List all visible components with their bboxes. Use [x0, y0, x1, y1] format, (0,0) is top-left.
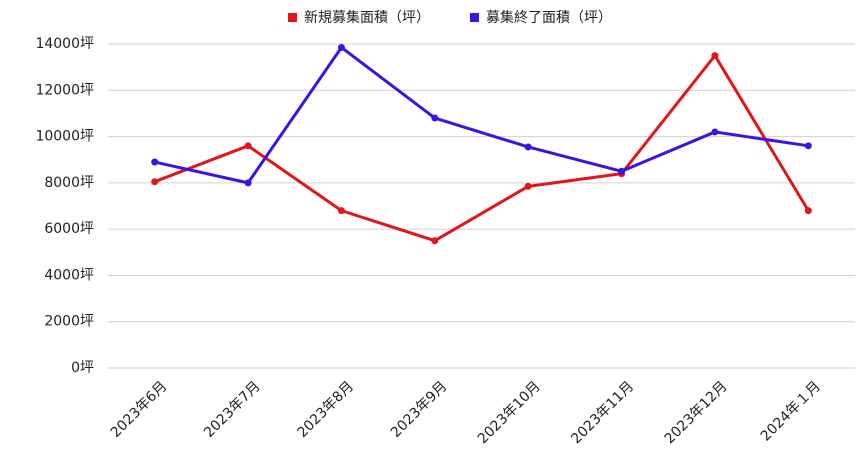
- point: [804, 207, 812, 215]
- y-tick-label: 2000坪: [44, 314, 94, 330]
- legend-swatch: [470, 13, 479, 22]
- x-tick-label: 2023年12月: [662, 378, 731, 447]
- y-tick-label: 10000坪: [35, 129, 94, 145]
- point: [711, 52, 719, 60]
- point: [151, 158, 159, 166]
- point: [337, 207, 345, 215]
- point: [804, 142, 812, 150]
- x-tick-label: 2023年9月: [388, 378, 451, 441]
- y-tick-label: 8000坪: [44, 175, 94, 191]
- y-tick-label: 6000坪: [44, 221, 94, 237]
- point: [337, 43, 345, 51]
- x-tick-label: 2023年10月: [475, 378, 544, 447]
- x-tick-label: 2023年11月: [568, 378, 637, 447]
- series-line: [154, 45, 809, 185]
- point: [431, 237, 439, 245]
- point: [431, 114, 439, 122]
- legend-label: 募集終了面積（坪）: [486, 9, 612, 26]
- y-tick-label: 12000坪: [35, 82, 94, 98]
- y-tick-label: 14000坪: [35, 36, 94, 52]
- point: [244, 142, 252, 150]
- point: [524, 182, 532, 190]
- x-tick-label: 2023年8月: [294, 378, 357, 441]
- x-tick-label: 2023年6月: [108, 378, 171, 441]
- point: [524, 143, 532, 151]
- point: [244, 179, 252, 187]
- series-line: [154, 54, 810, 243]
- y-tick-label: 0坪: [71, 360, 94, 376]
- point: [151, 178, 159, 186]
- y-tick-label: 4000坪: [44, 267, 94, 283]
- legend-swatch: [288, 13, 297, 22]
- point: [711, 128, 719, 136]
- legend-label: 新規募集面積（坪）: [304, 9, 430, 26]
- x-tick-label: 2023年7月: [201, 378, 264, 441]
- x-tick-label: 2024年１月: [758, 378, 824, 444]
- point: [618, 167, 626, 175]
